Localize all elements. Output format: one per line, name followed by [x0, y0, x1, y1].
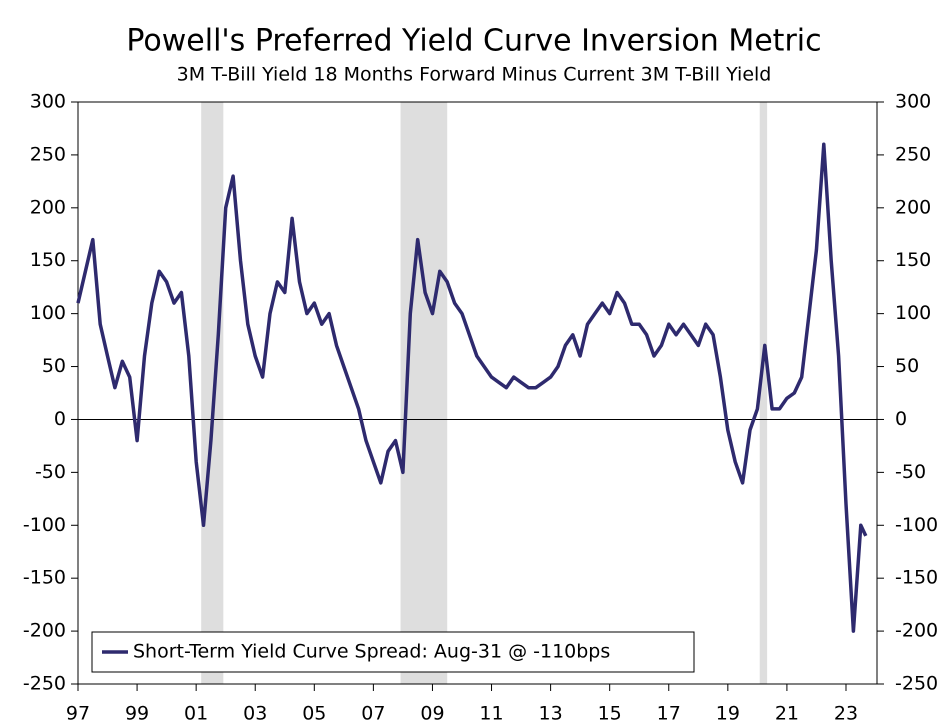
recession-shade	[201, 102, 224, 684]
y-tick-label: -200	[23, 620, 66, 642]
y-tick-label: -50	[35, 461, 66, 483]
y-tick-label: 50	[42, 355, 66, 377]
y-tick-label: -150	[23, 567, 66, 589]
y2-tick-label: 300	[895, 91, 931, 113]
y-tick-label: 150	[30, 249, 66, 271]
y2-tick-label: 50	[895, 355, 919, 377]
x-tick-label: 99	[125, 703, 149, 725]
y-tick-label: -100	[23, 514, 66, 536]
y-tick-label: 250	[30, 143, 66, 165]
y2-tick-label: 150	[895, 249, 931, 271]
x-tick-label: 09	[420, 703, 444, 725]
x-tick-label: 21	[775, 703, 799, 725]
y2-tick-label: -200	[895, 620, 938, 642]
x-tick-label: 15	[598, 703, 622, 725]
y2-tick-label: -50	[895, 461, 926, 483]
x-tick-label: 05	[302, 703, 326, 725]
x-tick-label: 07	[361, 703, 385, 725]
y-tick-label: 300	[30, 91, 66, 113]
y2-tick-label: 100	[895, 302, 931, 324]
series-line	[76, 142, 868, 633]
y-tick-label: 100	[30, 302, 66, 324]
chart-title: Powell's Preferred Yield Curve Inversion…	[126, 24, 821, 59]
x-tick-label: 03	[243, 703, 267, 725]
x-tick-label: 19	[716, 703, 740, 725]
x-tick-label: 23	[834, 703, 858, 725]
y-tick-label: 200	[30, 196, 66, 218]
y2-tick-label: -150	[895, 567, 938, 589]
y2-tick-label: -100	[895, 514, 938, 536]
legend: Short-Term Yield Curve Spread: Aug-31 @ …	[91, 631, 695, 673]
y-tick-label: -250	[23, 673, 66, 695]
y-tick-label: 0	[54, 408, 66, 430]
y2-tick-label: -250	[895, 673, 938, 695]
legend-label: Short-Term Yield Curve Spread: Aug-31 @ …	[133, 641, 610, 663]
x-tick-label: 01	[184, 703, 208, 725]
y2-tick-label: 250	[895, 143, 931, 165]
x-tick-label: 11	[479, 703, 503, 725]
chart-subtitle: 3M T-Bill Yield 18 Months Forward Minus …	[177, 64, 772, 86]
plot-frame	[77, 101, 878, 685]
x-tick-label: 17	[657, 703, 681, 725]
y2-tick-label: 0	[895, 408, 907, 430]
y2-tick-label: 200	[895, 196, 931, 218]
x-tick-label: 97	[66, 703, 90, 725]
recession-shade	[759, 102, 768, 684]
legend-box	[91, 631, 695, 673]
x-tick-label: 13	[539, 703, 563, 725]
